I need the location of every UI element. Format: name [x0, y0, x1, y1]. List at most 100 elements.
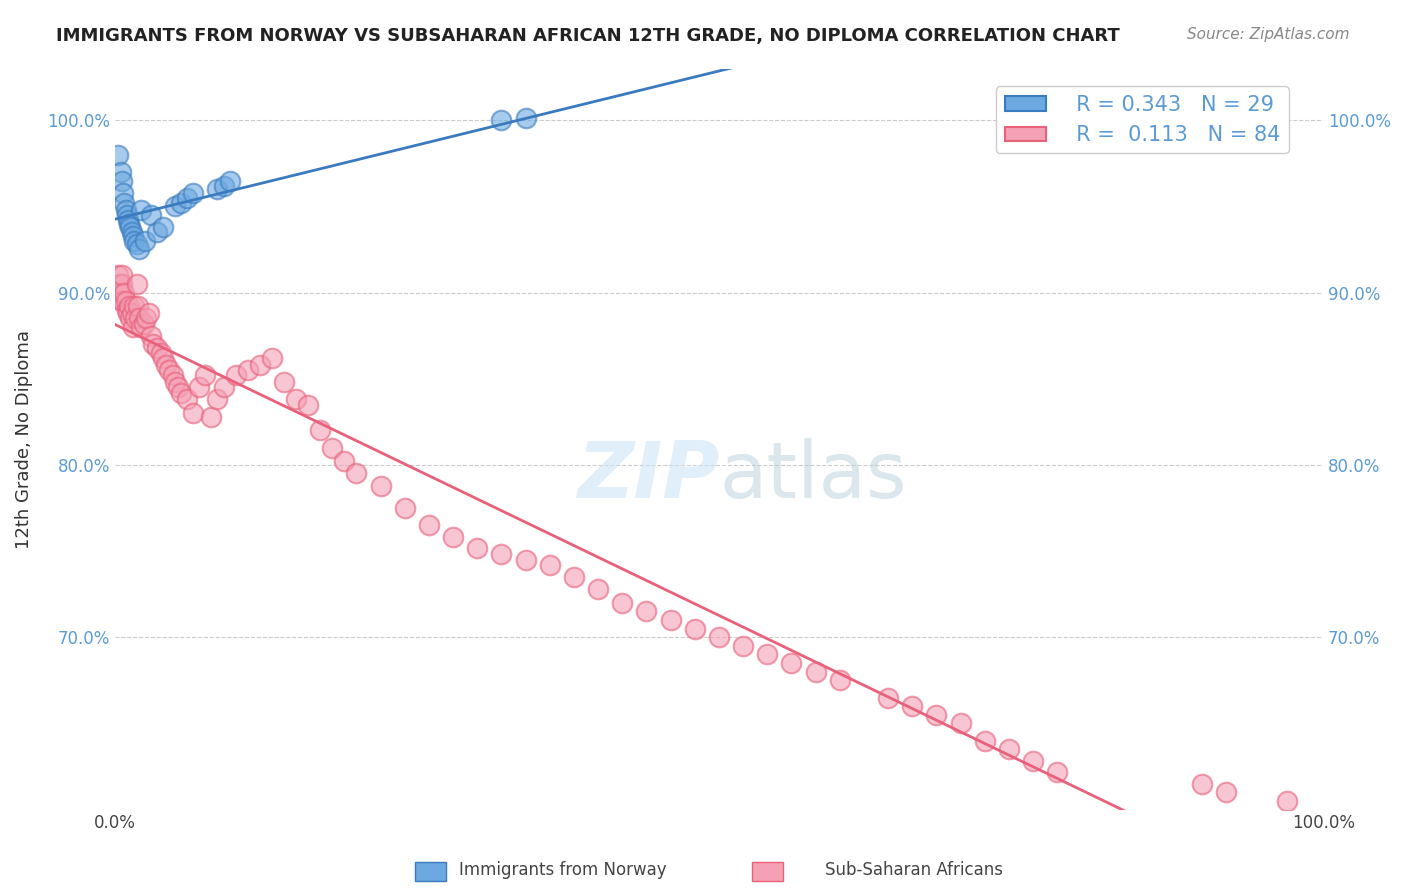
- Text: Immigrants from Norway: Immigrants from Norway: [458, 861, 666, 879]
- Text: ZIP: ZIP: [576, 438, 718, 514]
- Point: [170, 196, 193, 211]
- Point: [998, 742, 1021, 756]
- Point: [538, 558, 561, 572]
- Point: [176, 392, 198, 407]
- Point: [321, 441, 343, 455]
- Point: [877, 690, 900, 705]
- Point: [112, 186, 135, 200]
- Point: [107, 268, 129, 283]
- Point: [125, 237, 148, 252]
- Point: [828, 673, 851, 688]
- Point: [162, 368, 184, 383]
- Point: [110, 165, 132, 179]
- Point: [394, 500, 416, 515]
- Point: [149, 346, 172, 360]
- Point: [925, 707, 948, 722]
- Point: [756, 648, 779, 662]
- Point: [949, 716, 972, 731]
- Point: [120, 220, 142, 235]
- Point: [1191, 777, 1213, 791]
- Point: [112, 285, 135, 300]
- Text: Sub-Saharan Africans: Sub-Saharan Africans: [825, 861, 1002, 879]
- Y-axis label: 12th Grade, No Diploma: 12th Grade, No Diploma: [15, 329, 32, 549]
- Point: [121, 225, 143, 239]
- Point: [636, 604, 658, 618]
- Point: [212, 178, 235, 193]
- Point: [155, 358, 177, 372]
- Point: [120, 311, 142, 326]
- Point: [117, 306, 139, 320]
- Point: [285, 392, 308, 407]
- Point: [200, 409, 222, 424]
- Point: [112, 294, 135, 309]
- Point: [111, 173, 134, 187]
- Point: [122, 228, 145, 243]
- Point: [139, 208, 162, 222]
- Point: [309, 424, 332, 438]
- Point: [111, 277, 134, 291]
- Legend:   R = 0.343   N = 29,   R =  0.113   N = 84: R = 0.343 N = 29, R = 0.113 N = 84: [997, 87, 1288, 153]
- Point: [260, 351, 283, 365]
- Point: [176, 191, 198, 205]
- Point: [122, 320, 145, 334]
- Point: [973, 733, 995, 747]
- Point: [441, 530, 464, 544]
- Point: [115, 208, 138, 222]
- Point: [131, 320, 153, 334]
- Point: [733, 639, 755, 653]
- Point: [515, 112, 537, 126]
- Point: [170, 385, 193, 400]
- Point: [370, 478, 392, 492]
- Point: [146, 225, 169, 239]
- Point: [194, 368, 217, 383]
- Point: [125, 277, 148, 291]
- Point: [152, 351, 174, 365]
- Point: [135, 311, 157, 326]
- Point: [901, 699, 924, 714]
- Point: [297, 398, 319, 412]
- Point: [165, 199, 187, 213]
- Point: [139, 328, 162, 343]
- Point: [142, 337, 165, 351]
- Point: [108, 277, 131, 291]
- Point: [122, 234, 145, 248]
- Point: [707, 630, 730, 644]
- Point: [273, 375, 295, 389]
- Point: [121, 306, 143, 320]
- Point: [122, 299, 145, 313]
- Point: [418, 518, 440, 533]
- Point: [236, 363, 259, 377]
- Point: [207, 392, 229, 407]
- Point: [612, 596, 634, 610]
- Point: [166, 380, 188, 394]
- Point: [780, 656, 803, 670]
- Point: [804, 665, 827, 679]
- Point: [1022, 754, 1045, 768]
- Point: [225, 368, 247, 383]
- Point: [127, 299, 149, 313]
- Point: [465, 541, 488, 555]
- Point: [117, 213, 139, 227]
- Point: [114, 294, 136, 309]
- Point: [212, 380, 235, 394]
- Point: [188, 380, 211, 394]
- Point: [1046, 764, 1069, 779]
- Point: [181, 406, 204, 420]
- Point: [138, 306, 160, 320]
- Point: [115, 302, 138, 317]
- Point: [131, 202, 153, 217]
- Point: [134, 234, 156, 248]
- Point: [491, 113, 513, 128]
- Point: [110, 294, 132, 309]
- Point: [562, 570, 585, 584]
- Point: [114, 202, 136, 217]
- Point: [659, 613, 682, 627]
- Point: [207, 182, 229, 196]
- Point: [181, 186, 204, 200]
- Point: [157, 363, 180, 377]
- Point: [110, 285, 132, 300]
- Point: [118, 217, 141, 231]
- Point: [1215, 785, 1237, 799]
- Text: IMMIGRANTS FROM NORWAY VS SUBSAHARAN AFRICAN 12TH GRADE, NO DIPLOMA CORRELATION : IMMIGRANTS FROM NORWAY VS SUBSAHARAN AFR…: [56, 27, 1121, 45]
- Point: [683, 622, 706, 636]
